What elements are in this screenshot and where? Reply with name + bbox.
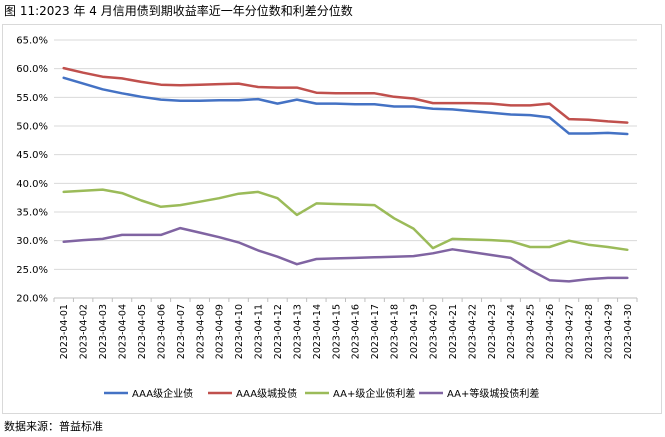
series-line-4 (62, 226, 629, 283)
x-tick-label: 2023-04-13 (292, 304, 303, 359)
x-tick-label: 2023-04-12 (273, 304, 284, 359)
x-tick-label: 2023-04-26 (545, 304, 556, 359)
legend-label-4: AA+等级城投债利差 (447, 387, 539, 400)
y-tick-label: 40.0% (16, 179, 48, 190)
x-tick-label: 2023-04-09 (215, 304, 226, 359)
x-axis (53, 297, 638, 302)
x-tick-label: 2023-04-21 (448, 304, 459, 359)
series-line-3 (62, 188, 629, 252)
x-tick-label: 2023-04-11 (254, 304, 265, 359)
series-layer (62, 66, 629, 283)
legend: AAA级企业债 AAA级城投债 AA+级企业债利差 AA+等级城投债利差 (104, 387, 539, 400)
x-tick-label: 2023-04-10 (234, 304, 245, 359)
x-tick-label: 2023-04-30 (623, 304, 634, 359)
y-tick-label: 55.0% (16, 93, 48, 104)
x-tick-label: 2023-04-02 (79, 304, 90, 359)
x-tick-label: 2023-04-16 (351, 304, 362, 359)
x-axis-tick-labels: 2023-04-01 2023-04-02 2023-04-03 2023-04-04… (59, 304, 634, 359)
x-tick-label: 2023-04-27 (564, 304, 575, 359)
x-tick-label: 2023-04-04 (118, 304, 129, 359)
chart-frame (2, 24, 662, 414)
x-tick-label: 2023-04-24 (506, 304, 517, 359)
x-tick-label: 2023-04-19 (409, 304, 420, 359)
legend-label-1: AAA级企业债 (132, 387, 193, 400)
y-tick-label: 30.0% (16, 236, 48, 247)
x-tick-label: 2023-04-28 (584, 304, 595, 359)
x-tick-label: 2023-04-08 (195, 304, 206, 359)
x-tick-label: 2023-04-29 (603, 304, 614, 359)
x-tick-label: 2023-04-03 (98, 304, 109, 359)
y-tick-label: 20.0% (16, 294, 48, 305)
x-tick-label: 2023-04-20 (428, 304, 439, 359)
legend-label-2: AAA级城投债 (236, 387, 297, 400)
x-tick-label: 2023-04-01 (59, 304, 70, 359)
y-tick-label: 35.0% (16, 208, 48, 219)
x-tick-label: 2023-04-05 (137, 304, 148, 359)
x-tick-label: 2023-04-18 (390, 304, 401, 359)
x-tick-label: 2023-04-06 (156, 304, 167, 359)
grid-layer (54, 39, 637, 270)
series-line-2 (62, 66, 629, 124)
x-tick-label: 2023-04-15 (331, 304, 342, 359)
series-line-1 (62, 76, 629, 136)
x-tick-label: 2023-04-25 (526, 304, 537, 359)
legend-label-3: AA+级企业债利差 (333, 387, 415, 400)
x-tick-label: 2023-04-17 (370, 304, 381, 359)
y-tick-label: 65.0% (16, 36, 48, 47)
y-tick-label: 60.0% (16, 64, 48, 75)
data-source-note: 数据来源：普益标准 (4, 420, 103, 433)
chart-title: 图 11:2023 年 4 月信用债到期收益率近一年分位数和利差分位数 (4, 4, 353, 18)
x-tick-label: 2023-04-23 (487, 304, 498, 359)
y-tick-label: 50.0% (16, 122, 48, 133)
x-tick-label: 2023-04-22 (467, 304, 478, 359)
x-tick-label: 2023-04-07 (176, 304, 187, 359)
y-axis-tick-labels: 20.0% 25.0% 30.0% 35.0% 40.0% 45.0% 50.0% 55.0%… (16, 36, 48, 305)
y-tick-label: 45.0% (16, 150, 48, 161)
x-tick-label: 2023-04-14 (312, 304, 323, 359)
y-tick-label: 25.0% (16, 265, 48, 276)
